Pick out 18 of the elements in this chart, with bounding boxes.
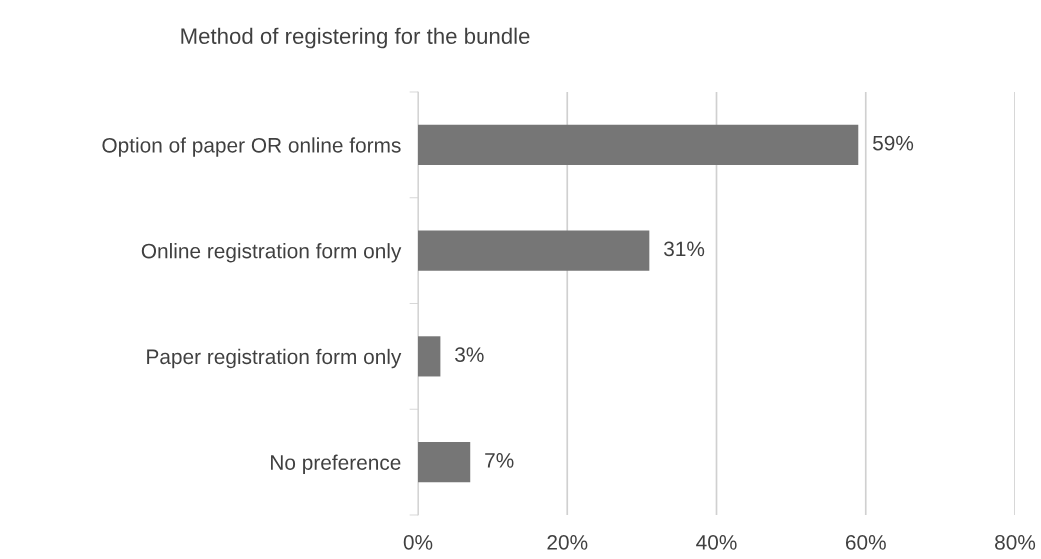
bar (418, 124, 859, 165)
data-label: 59% (873, 135, 914, 151)
bar (418, 442, 471, 483)
x-tick-label: 40% (696, 534, 737, 550)
y-tick-label: Option of paper OR online forms (102, 137, 401, 157)
y-tick-label: No preference (271, 454, 401, 474)
x-tick-label: 0% (403, 534, 433, 550)
x-tick-label: 80% (995, 534, 1036, 550)
bar (418, 336, 441, 377)
x-tick-label: 20% (547, 534, 588, 550)
data-label: 3% (455, 347, 484, 362)
y-tick-label: Paper registration form only (147, 348, 402, 369)
x-tick-label: 60% (845, 534, 886, 550)
bar (418, 230, 650, 271)
data-label: 31% (664, 241, 705, 257)
y-tick-label: Online registration form only (141, 243, 402, 263)
chart-title: Method of registering for the bundle (181, 27, 530, 49)
data-label: 7% (485, 453, 514, 468)
